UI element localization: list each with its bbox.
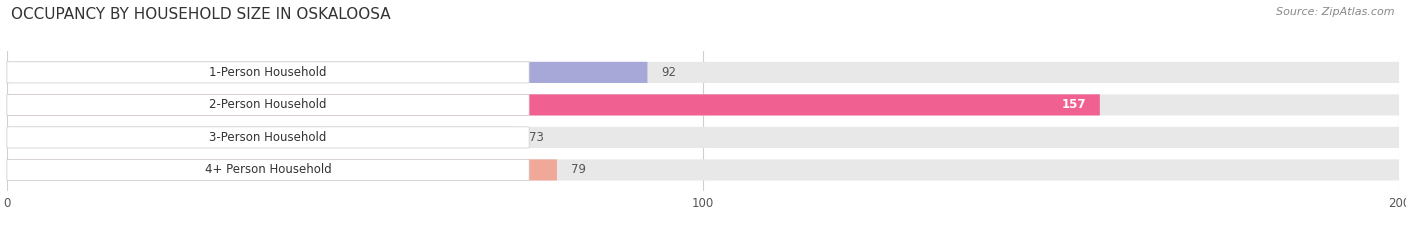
FancyBboxPatch shape — [7, 62, 529, 83]
Text: 4+ Person Household: 4+ Person Household — [205, 163, 332, 176]
FancyBboxPatch shape — [7, 94, 1099, 116]
FancyBboxPatch shape — [7, 94, 529, 116]
Text: Source: ZipAtlas.com: Source: ZipAtlas.com — [1277, 7, 1395, 17]
FancyBboxPatch shape — [7, 62, 1399, 83]
Text: 1-Person Household: 1-Person Household — [209, 66, 326, 79]
FancyBboxPatch shape — [7, 127, 1399, 148]
Text: 157: 157 — [1062, 98, 1085, 111]
Text: 3-Person Household: 3-Person Household — [209, 131, 326, 144]
Text: 79: 79 — [571, 163, 586, 176]
Text: OCCUPANCY BY HOUSEHOLD SIZE IN OSKALOOSA: OCCUPANCY BY HOUSEHOLD SIZE IN OSKALOOSA — [11, 7, 391, 22]
Text: 73: 73 — [529, 131, 544, 144]
Text: 92: 92 — [661, 66, 676, 79]
FancyBboxPatch shape — [7, 159, 557, 181]
FancyBboxPatch shape — [7, 127, 529, 148]
FancyBboxPatch shape — [7, 159, 1399, 181]
FancyBboxPatch shape — [7, 127, 515, 148]
FancyBboxPatch shape — [7, 159, 529, 181]
FancyBboxPatch shape — [7, 94, 1399, 116]
FancyBboxPatch shape — [7, 62, 647, 83]
Text: 2-Person Household: 2-Person Household — [209, 98, 326, 111]
